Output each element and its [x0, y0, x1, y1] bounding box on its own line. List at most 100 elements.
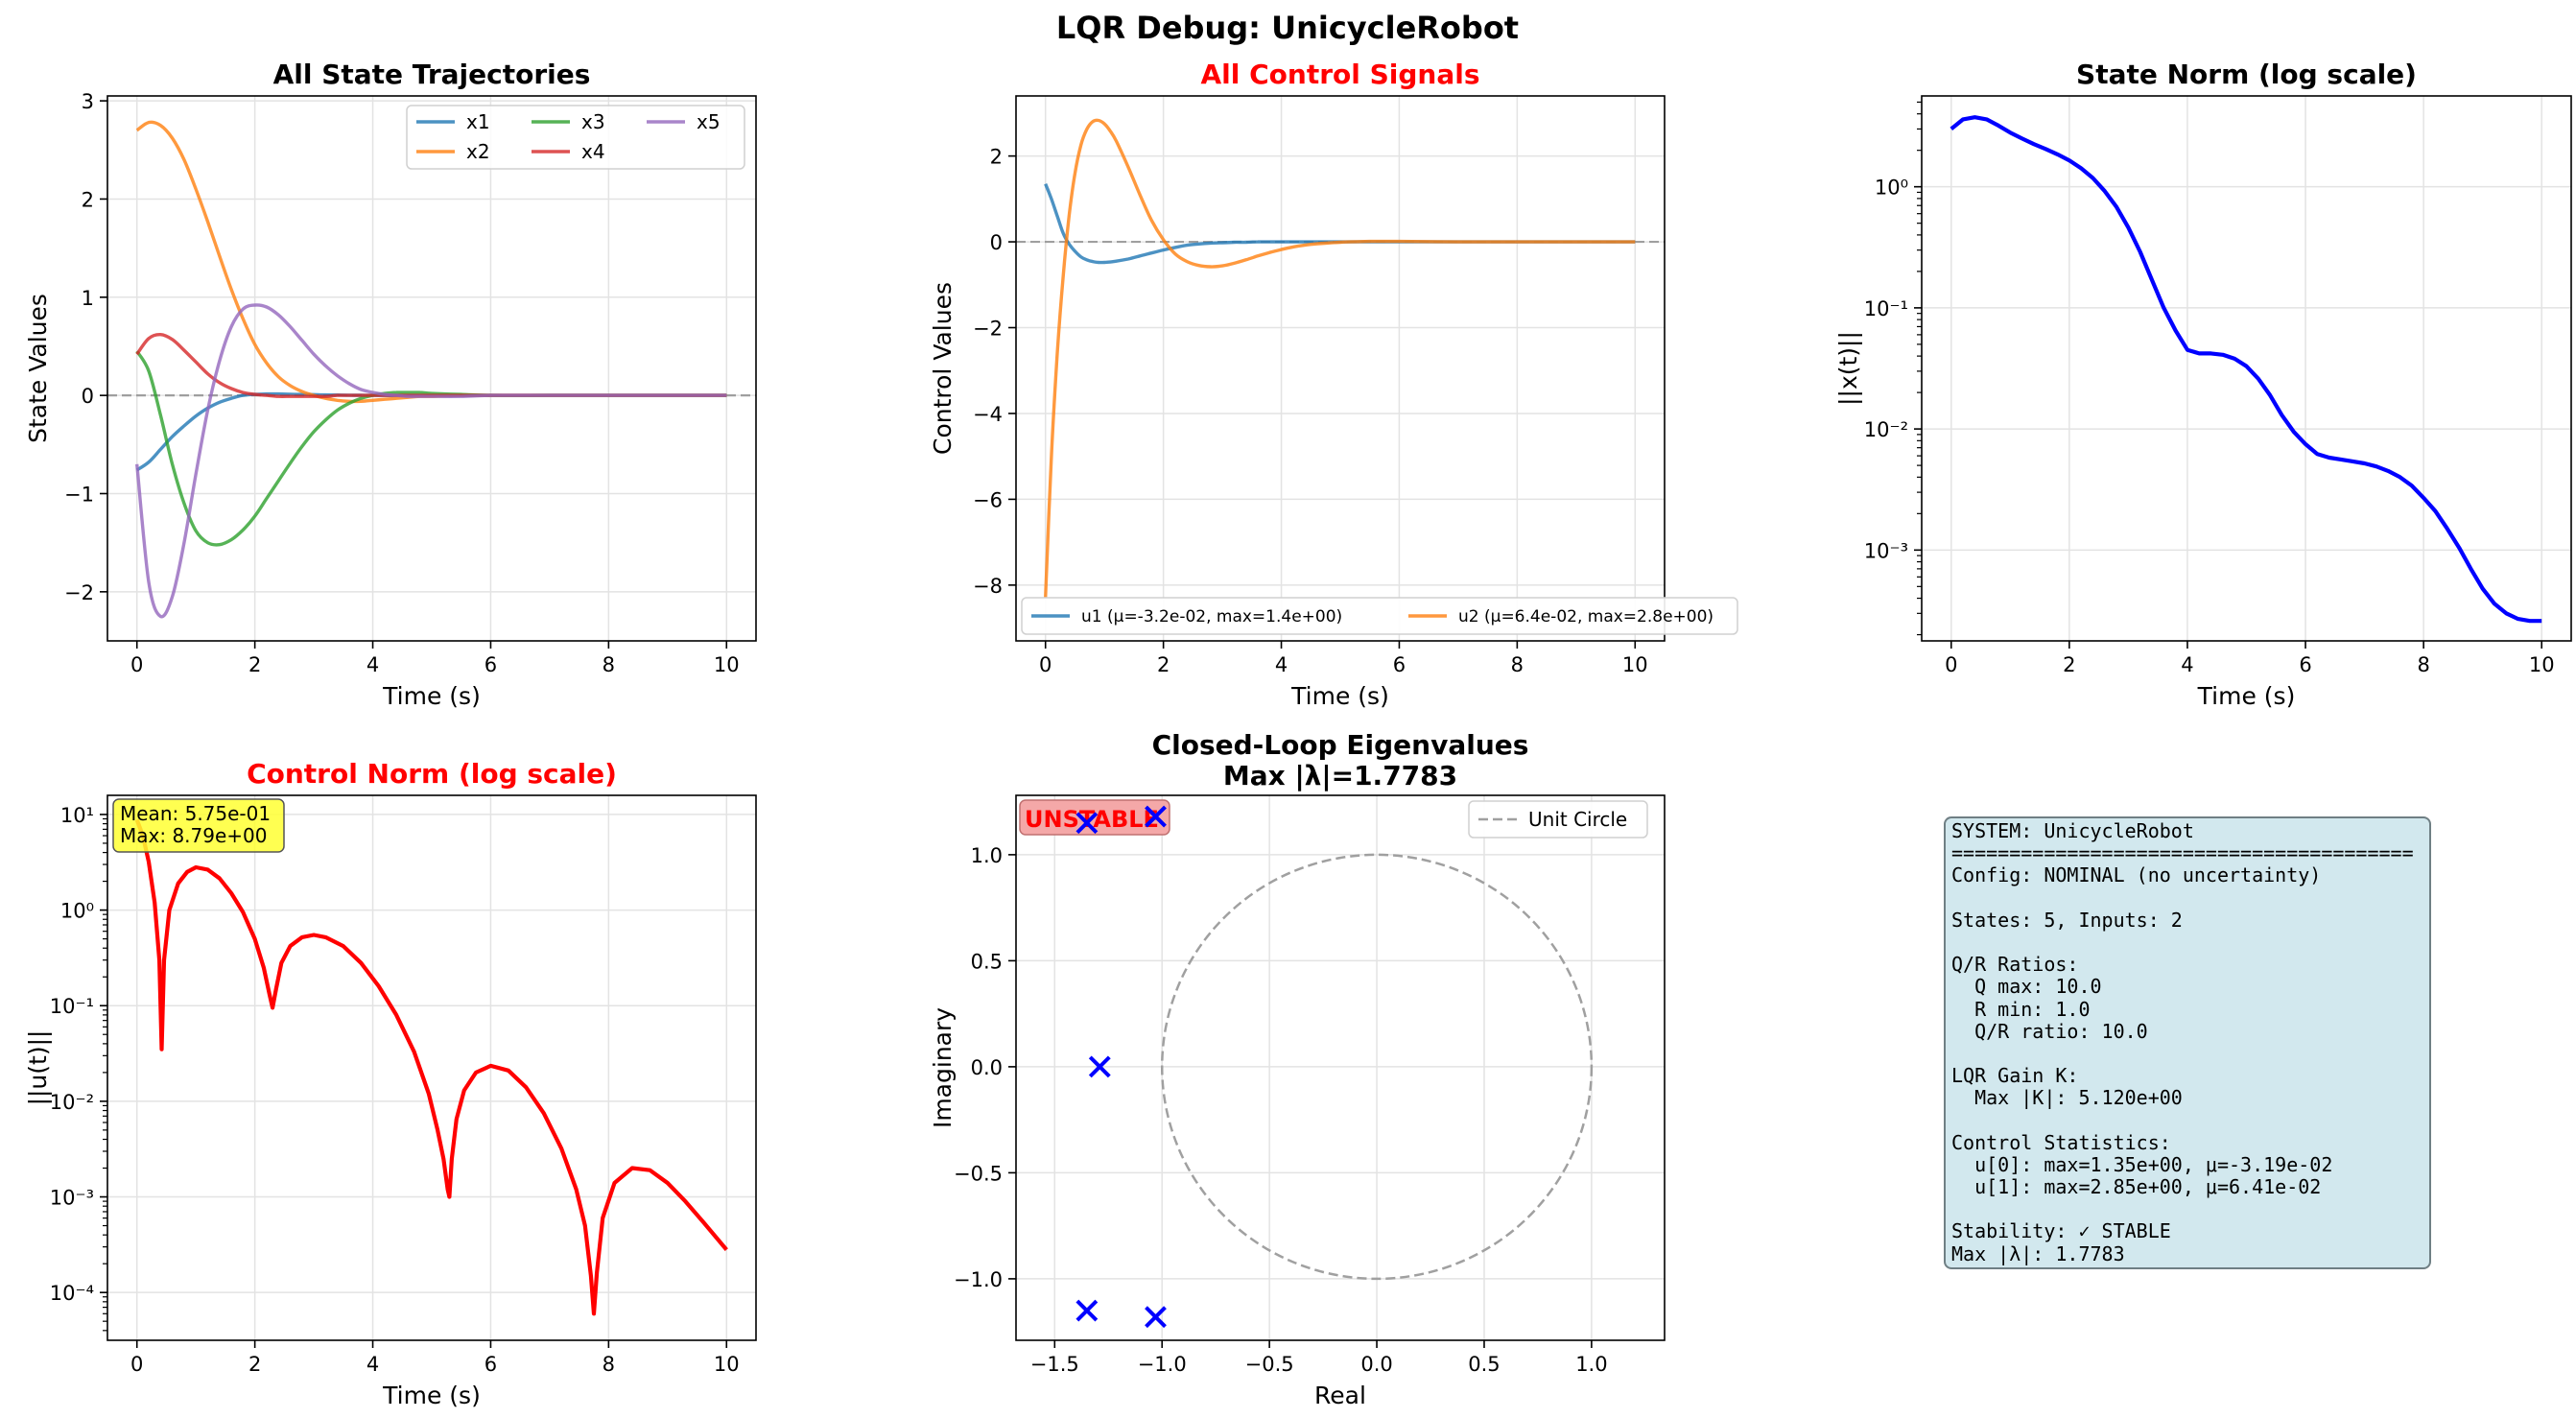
legend-frame — [406, 105, 745, 170]
control_norm-axes-frame — [106, 794, 757, 1341]
state_norm-ytick-label-1: 10⁻² — [1864, 418, 1908, 441]
stats-line-1: Max: 8.79e+00 — [120, 824, 268, 847]
state_norm-ytick-label-2: 10⁻¹ — [1864, 297, 1908, 320]
state_norm-panel: 0 2 4 6 8 10 10⁻³ 10⁻² 10⁻¹ 10⁰ State Norm (log sc… — [1834, 59, 2572, 710]
state_norm-axes-frame — [1921, 95, 2572, 642]
eigenvalues-title: Closed-Loop Eigenvalues — [1152, 729, 1529, 761]
controls-xtick-label-4: 8 — [1511, 653, 1524, 676]
info-line: Max |λ|: 1.7783 — [1951, 1241, 2125, 1265]
controls-xtick-label-3: 6 — [1393, 653, 1406, 676]
state_norm-ytick-label-0: 10⁻³ — [1864, 539, 1908, 562]
info-line — [1951, 1198, 2423, 1220]
legend-label-x5: x5 — [697, 110, 721, 133]
controls-ytick-label-4: 0 — [990, 231, 1003, 254]
controls-xtick-label-2: 4 — [1275, 653, 1288, 676]
states-data — [135, 120, 727, 619]
eigenvalues-xtick-label-2: −0.5 — [1245, 1353, 1294, 1376]
eigenvalues-panel: −1.5 −1.0 −0.5 0.0 0.5 1.0 −1.0 −0.5 0.0 0.5 1.0 Cl… — [929, 729, 1666, 1409]
states-ytick-label-1: −1 — [64, 483, 94, 506]
eigenvalue-marker-4 — [1145, 1306, 1167, 1329]
marker-stroke — [1145, 805, 1167, 828]
controls-ytick-label-5: 2 — [990, 146, 1003, 169]
legend-frame — [1021, 597, 1738, 635]
states-xtick-label-1: 2 — [248, 653, 261, 676]
state_norm-xtick-label-5: 10 — [2529, 653, 2555, 676]
controls-series-u2 — [1044, 118, 1636, 599]
legend-frame — [1468, 800, 1648, 839]
eigenvalues-ytick-label-4: 1.0 — [971, 844, 1003, 867]
eigenvalues-xtick-label-0: −1.5 — [1030, 1353, 1079, 1376]
control_norm-ytick-label-3: 10⁻¹ — [50, 995, 94, 1018]
states-ytick-label-4: 2 — [82, 188, 94, 211]
info-line: Control Statistics: — [1951, 1130, 2171, 1154]
info-line: SYSTEM: UnicycleRobot — [1951, 819, 2194, 842]
states-xtick-label-0: 0 — [130, 653, 143, 676]
control_norm-ytick-label-0: 10⁻⁴ — [50, 1282, 94, 1305]
legend-label-u2: u2 (μ=6.4e-02, max=2.8e+00) — [1458, 607, 1713, 626]
eigenvalues-xtick-label-5: 1.0 — [1575, 1353, 1607, 1376]
figure-suptitle: LQR Debug: UnicycleRobot — [1056, 10, 1519, 46]
states-ytick-label-5: 3 — [82, 90, 94, 113]
state_norm-xtick-label-3: 6 — [2299, 653, 2311, 676]
eigenvalues-xtick-label-3: 0.0 — [1360, 1353, 1392, 1376]
control_norm-ylabel: ||u(t)|| — [24, 1030, 52, 1106]
controls-title: All Control Signals — [1200, 59, 1479, 90]
state_norm-series-0 — [1950, 115, 2542, 624]
states-xlabel: Time (s) — [382, 682, 481, 710]
states-xtick-label-5: 10 — [714, 653, 740, 676]
marker-stroke — [1075, 812, 1099, 835]
eigenvalue-marker-3 — [1075, 1299, 1099, 1322]
state_norm-xtick-label-1: 2 — [2063, 653, 2075, 676]
controls-legend: u1 (μ=-3.2e-02, max=1.4e+00) u2 (μ=6.4e-0… — [1021, 597, 1738, 635]
states-series-x1 — [135, 391, 727, 472]
eigenvalues-ytick-label-0: −1.0 — [954, 1268, 1003, 1291]
controls-ytick-label-3: −2 — [973, 318, 1003, 341]
state_norm-ylabel: ||x(t)|| — [1834, 331, 1862, 406]
info-line: Q/R Ratios: — [1951, 953, 2079, 977]
info-line: Stability: ✓ STABLE — [1951, 1219, 2171, 1243]
control_norm-data — [134, 818, 728, 1316]
control_norm-xtick-label-4: 8 — [603, 1353, 615, 1376]
control_norm-xtick-label-3: 6 — [484, 1353, 497, 1376]
states-xtick-label-4: 8 — [603, 653, 615, 676]
control_norm-title: Control Norm (log scale) — [247, 758, 617, 790]
controls-xtick-label-0: 0 — [1039, 653, 1052, 676]
marker-stroke — [1145, 1306, 1167, 1329]
info-line: States: 5, Inputs: 2 — [1951, 908, 2183, 932]
eigenvalue-marker-top-0 — [1075, 812, 1099, 835]
states-xtick-label-2: 4 — [366, 653, 379, 676]
info-line — [1951, 1043, 2423, 1065]
states-title: All State Trajectories — [273, 59, 591, 90]
info-line — [1951, 887, 2423, 910]
controls-xtick-label-1: 2 — [1157, 653, 1170, 676]
control_norm-panel: 0 2 4 6 8 10 10⁻⁴ 10⁻³ 10⁻² 10⁻¹ 10⁰ 10¹ Control Nor… — [24, 758, 757, 1409]
control_norm-xtick-label-2: 4 — [366, 1353, 379, 1376]
marker-stroke — [1075, 1299, 1099, 1322]
stats-line-0: Mean: 5.75e-01 — [120, 802, 271, 825]
state_norm-title: State Norm (log scale) — [2076, 59, 2417, 90]
states-xtick-label-3: 6 — [484, 653, 497, 676]
controls-ylabel: Control Values — [929, 282, 957, 455]
eigenvalues-axes-frame — [1015, 794, 1666, 1341]
states-panel: 0 2 4 6 8 10 −2 −1 0 1 2 3 All State Trajectories Tim… — [24, 59, 757, 710]
system-info-box: SYSTEM: UnicycleRobot ===================… — [1944, 816, 2431, 1269]
state_norm-xtick-label-0: 0 — [1945, 653, 1957, 676]
control_norm-ytick-label-5: 10¹ — [60, 804, 94, 827]
eigenvalues-xtick-label-4: 0.5 — [1468, 1353, 1500, 1376]
controls-xlabel: Time (s) — [1290, 682, 1389, 710]
eigenvalues-xtick-label-1: −1.0 — [1138, 1353, 1187, 1376]
eigenvalues-ylabel: Imaginary — [929, 1007, 957, 1128]
unit-circle — [1160, 853, 1594, 1281]
controls-ytick-label-2: −4 — [973, 403, 1003, 426]
control_norm-series-0 — [134, 818, 728, 1316]
state_norm-xtick-label-2: 4 — [2181, 653, 2193, 676]
eigenvalues-title-line2: Max |λ|=1.7783 — [1223, 760, 1457, 792]
info-line — [1951, 932, 2423, 954]
eigenvalues-ytick-label-1: −0.5 — [954, 1162, 1003, 1185]
state_norm-xlabel: Time (s) — [2197, 682, 2296, 710]
legend-label-x1: x1 — [466, 110, 490, 133]
controls-series-u1 — [1044, 183, 1636, 265]
info-line: u[1]: max=2.85e+00, μ=6.41e-02 — [1951, 1175, 2322, 1198]
eigenvalues-ytick-label-2: 0.0 — [971, 1056, 1003, 1079]
states-ytick-label-3: 1 — [82, 287, 94, 310]
